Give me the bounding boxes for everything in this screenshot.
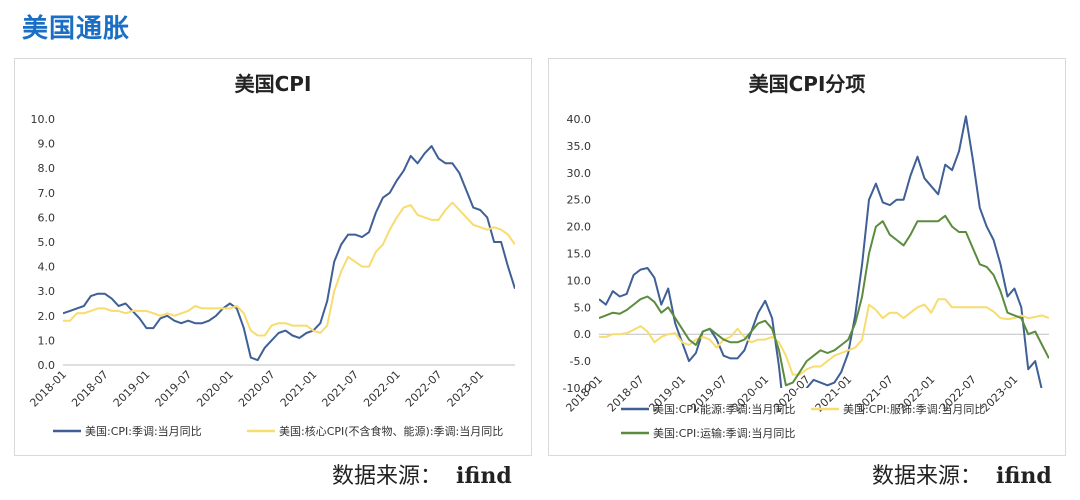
y-tick-label: 10.0 (567, 274, 592, 287)
x-tick-label: 2021-07 (319, 368, 361, 410)
data-source-label: 数据来源： (332, 464, 443, 489)
y-tick-label: 1.0 (38, 334, 56, 347)
y-tick-label: 0.0 (38, 359, 56, 372)
cpi-chart-panel: 美国CPI 0.0 1.0 2.0 3.0 4.0 5.0 6.0 7.0 8.0 9.0 10.0 2… (14, 58, 532, 456)
y-tick-label: 8.0 (38, 162, 56, 175)
y-tick-label: 20.0 (567, 221, 592, 234)
y-tick-label: 2.0 (38, 310, 56, 323)
x-tick-label: 2019-01 (111, 368, 153, 410)
y-tick-label: 5.0 (38, 236, 56, 249)
cpi-chart: 美国CPI 0.0 1.0 2.0 3.0 4.0 5.0 6.0 7.0 8.0 9.0 10.0 2… (27, 72, 515, 438)
y-tick-label: 10.0 (31, 113, 56, 126)
x-tick-label: 2020-07 (236, 368, 278, 410)
series-line (63, 145, 515, 362)
cpi-components-chart: 美国CPI分项 -10.0 -5.0 0.0 5.0 10.0 15.0 20.0 25.0 30… (563, 72, 1049, 440)
data-source-left: 数据来源： ifind (332, 458, 512, 490)
data-source-brand: ifind (456, 463, 512, 489)
chart-title: 美国CPI (235, 72, 312, 96)
y-tick-label: 4.0 (38, 261, 56, 274)
x-tick-label: 2019-07 (153, 368, 195, 410)
x-tick-label: 2023-01 (445, 368, 487, 410)
data-source-right: 数据来源： ifind (872, 458, 1052, 490)
y-tick-label: 25.0 (567, 194, 592, 207)
x-tick-label: 2018-07 (69, 368, 111, 410)
x-tick-label: 2021-01 (278, 368, 320, 410)
series-line (599, 214, 1049, 387)
legend-label: 美国:CPI:运输:季调:当月同比 (653, 426, 795, 440)
legend-label: 美国:CPI:能源:季调:当月同比 (653, 402, 795, 416)
y-tick-label: 9.0 (38, 138, 56, 151)
x-tick-label: 2022-01 (361, 368, 403, 410)
x-tick-label: 2022-07 (403, 368, 445, 410)
y-tick-label: 35.0 (567, 140, 592, 153)
y-tick-label: -5.0 (570, 355, 591, 368)
page-title: 美国通胀 (22, 14, 131, 44)
legend-label: 美国:CPI:服饰:季调:当月同比 (843, 402, 985, 416)
y-tick-label: 7.0 (38, 187, 56, 200)
cpi-components-chart-panel: 美国CPI分项 -10.0 -5.0 0.0 5.0 10.0 15.0 20.0 25.0 30… (548, 58, 1066, 456)
legend-label: 美国:核心CPI(不含食物、能源):季调:当月同比 (279, 424, 503, 438)
y-tick-label: -10.0 (563, 382, 591, 395)
series-line (599, 298, 1049, 376)
legend-label: 美国:CPI:季调:当月同比 (85, 424, 202, 438)
series-line (63, 201, 515, 337)
y-tick-label: 5.0 (574, 301, 592, 314)
y-tick-label: 40.0 (567, 113, 592, 126)
y-tick-label: 15.0 (567, 248, 592, 261)
x-tick-label: 2018-01 (27, 368, 69, 410)
data-source-brand: ifind (996, 463, 1052, 489)
chart-title: 美国CPI分项 (749, 72, 866, 96)
y-tick-label: 0.0 (574, 328, 592, 341)
data-source-label: 数据来源： (872, 464, 983, 489)
y-tick-label: 30.0 (567, 167, 592, 180)
x-tick-label: 2020-01 (194, 368, 236, 410)
y-tick-label: 3.0 (38, 285, 56, 298)
y-tick-label: 6.0 (38, 211, 56, 224)
series-line (599, 115, 1043, 388)
